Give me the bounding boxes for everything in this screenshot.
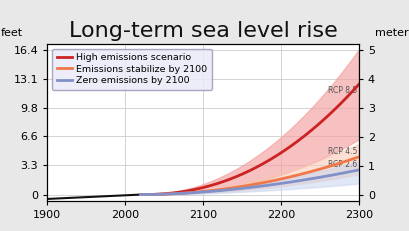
Text: meters: meters [374,28,409,38]
Title: Long-term sea level rise: Long-term sea level rise [68,21,337,41]
Text: RCP 2.6: RCP 2.6 [327,160,356,169]
Text: RCP 8.5: RCP 8.5 [327,86,356,95]
Text: feet: feet [0,28,22,38]
Legend: High emissions scenario, Emissions stabilize by 2100, Zero emissions by 2100: High emissions scenario, Emissions stabi… [52,49,212,90]
Text: RCP 4.5: RCP 4.5 [327,147,356,156]
